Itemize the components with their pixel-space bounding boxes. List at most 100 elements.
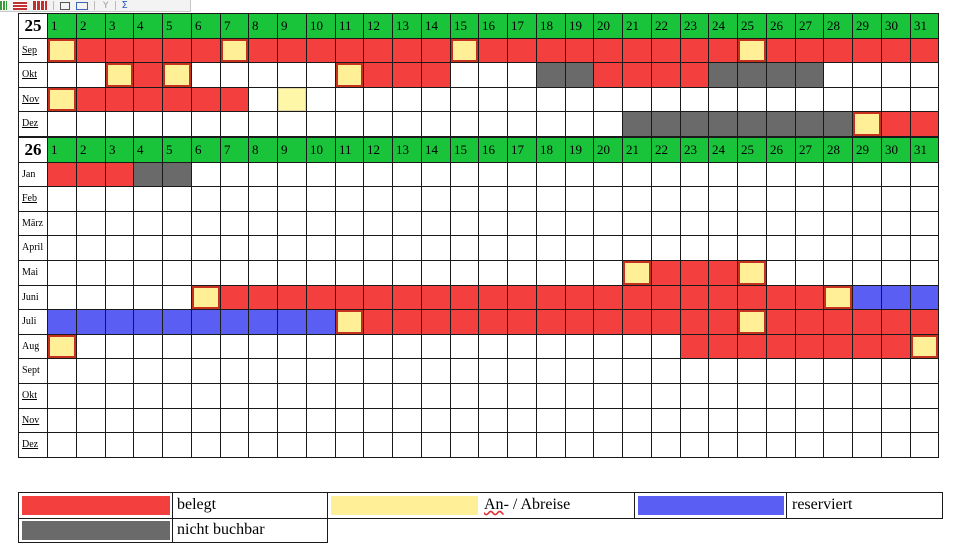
day-cell[interactable] — [221, 310, 249, 335]
day-cell[interactable] — [134, 286, 163, 310]
day-cell[interactable] — [221, 112, 249, 137]
day-cell[interactable] — [853, 433, 882, 458]
day-cell[interactable] — [652, 212, 681, 236]
day-cell[interactable] — [882, 187, 911, 212]
day-cell[interactable] — [278, 212, 307, 236]
day-cell[interactable] — [336, 310, 364, 335]
day-cell[interactable] — [106, 187, 134, 212]
day-cell[interactable] — [221, 88, 249, 112]
day-cell[interactable] — [163, 286, 192, 310]
day-cell[interactable] — [537, 236, 566, 261]
day-cell[interactable] — [681, 212, 709, 236]
filter-icon[interactable]: Y — [103, 0, 109, 11]
day-cell[interactable] — [393, 335, 422, 359]
day-cell[interactable] — [451, 384, 479, 409]
day-cell[interactable] — [307, 63, 336, 88]
day-cell[interactable] — [106, 63, 134, 88]
day-cell[interactable] — [134, 88, 163, 112]
day-cell[interactable] — [192, 112, 221, 137]
day-cell[interactable] — [566, 63, 594, 88]
day-cell[interactable] — [508, 88, 537, 112]
day-cell[interactable] — [192, 63, 221, 88]
day-cell[interactable] — [508, 384, 537, 409]
table-rows-icon[interactable] — [13, 1, 27, 10]
day-cell[interactable] — [249, 433, 278, 458]
day-cell[interactable] — [767, 335, 796, 359]
day-cell[interactable] — [882, 359, 911, 384]
day-cell[interactable] — [738, 384, 767, 409]
day-cell[interactable] — [278, 286, 307, 310]
day-cell[interactable] — [882, 212, 911, 236]
day-cell[interactable] — [364, 286, 393, 310]
day-cell[interactable] — [594, 88, 623, 112]
day-cell[interactable] — [479, 335, 508, 359]
day-cell[interactable] — [824, 310, 853, 335]
day-cell[interactable] — [738, 39, 767, 63]
day-cell[interactable] — [767, 409, 796, 433]
day-cell[interactable] — [48, 212, 77, 236]
day-cell[interactable] — [163, 310, 192, 335]
day-cell[interactable] — [106, 409, 134, 433]
day-cell[interactable] — [422, 112, 451, 137]
day-cell[interactable] — [106, 433, 134, 458]
day-cell[interactable] — [192, 384, 221, 409]
day-cell[interactable] — [48, 88, 77, 112]
day-cell[interactable] — [106, 112, 134, 137]
day-cell[interactable] — [709, 63, 738, 88]
day-cell[interactable] — [393, 88, 422, 112]
day-cell[interactable] — [221, 433, 249, 458]
day-cell[interactable] — [163, 187, 192, 212]
day-cell[interactable] — [163, 212, 192, 236]
day-cell[interactable] — [278, 187, 307, 212]
day-cell[interactable] — [508, 359, 537, 384]
day-cell[interactable] — [479, 187, 508, 212]
day-cell[interactable] — [508, 433, 537, 458]
day-cell[interactable] — [911, 261, 939, 286]
day-cell[interactable] — [796, 433, 824, 458]
day-cell[interactable] — [537, 335, 566, 359]
day-cell[interactable] — [479, 359, 508, 384]
day-cell[interactable] — [48, 187, 77, 212]
day-cell[interactable] — [221, 286, 249, 310]
day-cell[interactable] — [767, 63, 796, 88]
day-cell[interactable] — [566, 261, 594, 286]
day-cell[interactable] — [566, 409, 594, 433]
day-cell[interactable] — [911, 212, 939, 236]
day-cell[interactable] — [479, 212, 508, 236]
day-cell[interactable] — [393, 433, 422, 458]
day-cell[interactable] — [623, 236, 652, 261]
day-cell[interactable] — [336, 187, 364, 212]
day-cell[interactable] — [681, 163, 709, 187]
day-cell[interactable] — [623, 384, 652, 409]
day-cell[interactable] — [364, 39, 393, 63]
day-cell[interactable] — [249, 163, 278, 187]
day-cell[interactable] — [192, 310, 221, 335]
day-cell[interactable] — [508, 310, 537, 335]
day-cell[interactable] — [537, 433, 566, 458]
day-cell[interactable] — [566, 359, 594, 384]
day-cell[interactable] — [106, 163, 134, 187]
day-cell[interactable] — [364, 310, 393, 335]
day-cell[interactable] — [709, 261, 738, 286]
day-cell[interactable] — [623, 63, 652, 88]
day-cell[interactable] — [48, 359, 77, 384]
day-cell[interactable] — [278, 261, 307, 286]
day-cell[interactable] — [336, 112, 364, 137]
day-cell[interactable] — [882, 310, 911, 335]
day-cell[interactable] — [77, 212, 106, 236]
day-cell[interactable] — [594, 384, 623, 409]
day-cell[interactable] — [537, 286, 566, 310]
day-cell[interactable] — [106, 39, 134, 63]
day-cell[interactable] — [249, 310, 278, 335]
day-cell[interactable] — [594, 39, 623, 63]
day-cell[interactable] — [163, 236, 192, 261]
day-cell[interactable] — [307, 261, 336, 286]
day-cell[interactable] — [192, 359, 221, 384]
day-cell[interactable] — [594, 112, 623, 137]
day-cell[interactable] — [623, 163, 652, 187]
day-cell[interactable] — [594, 261, 623, 286]
day-cell[interactable] — [681, 433, 709, 458]
day-cell[interactable] — [652, 310, 681, 335]
day-cell[interactable] — [738, 88, 767, 112]
day-cell[interactable] — [738, 335, 767, 359]
